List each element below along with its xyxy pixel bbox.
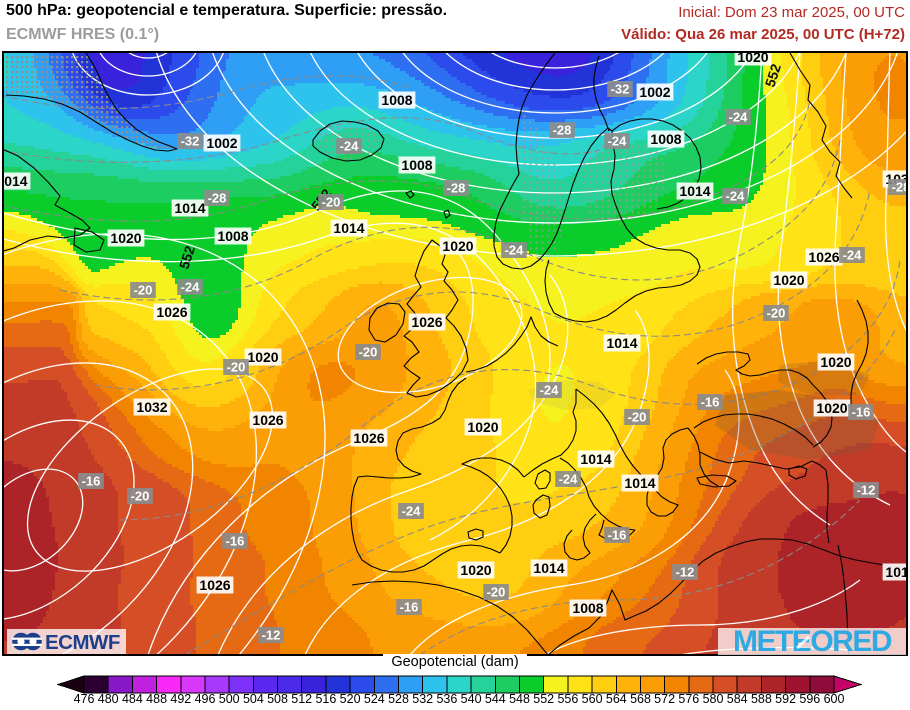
svg-text:1014: 1014 — [533, 560, 564, 576]
svg-text:-16: -16 — [82, 474, 101, 489]
svg-text:1014: 1014 — [606, 335, 637, 351]
svg-text:1020: 1020 — [820, 354, 851, 370]
svg-text:-28: -28 — [208, 191, 227, 206]
svg-text:-16: -16 — [701, 395, 720, 410]
svg-text:1020: 1020 — [110, 230, 141, 246]
svg-text:-24: -24 — [726, 189, 746, 204]
svg-text:1008: 1008 — [381, 92, 412, 108]
svg-text:-32: -32 — [181, 134, 200, 149]
svg-text:1014: 1014 — [679, 183, 710, 199]
svg-text:-28: -28 — [553, 123, 572, 138]
svg-text:1020: 1020 — [467, 419, 498, 435]
svg-text:1014: 1014 — [624, 475, 655, 491]
svg-text:ECMWF: ECMWF — [45, 631, 120, 654]
svg-text:-20: -20 — [487, 585, 506, 600]
svg-text:-12: -12 — [676, 565, 695, 580]
svg-text:1008: 1008 — [572, 600, 603, 616]
svg-text:1026: 1026 — [252, 412, 283, 428]
svg-text:-24: -24 — [340, 139, 360, 154]
svg-text:-28: -28 — [892, 180, 910, 195]
svg-text:1026: 1026 — [353, 430, 384, 446]
svg-text:-20: -20 — [227, 360, 246, 375]
svg-text:-16: -16 — [852, 405, 871, 420]
svg-text:-16: -16 — [226, 534, 245, 549]
svg-text:1008: 1008 — [650, 131, 681, 147]
svg-text:-24: -24 — [505, 243, 525, 258]
svg-text:-28: -28 — [447, 181, 466, 196]
svg-text:-24: -24 — [843, 248, 863, 263]
svg-text:1020: 1020 — [442, 238, 473, 254]
svg-text:-20: -20 — [628, 410, 647, 425]
svg-text:METEORED: METEORED — [733, 625, 892, 658]
svg-text:1020: 1020 — [460, 562, 491, 578]
svg-text:1020: 1020 — [247, 349, 278, 365]
svg-text:-24: -24 — [559, 472, 579, 487]
svg-text:-20: -20 — [359, 345, 378, 360]
svg-text:-20: -20 — [134, 283, 153, 298]
svg-text:-16: -16 — [608, 528, 627, 543]
svg-text:1020: 1020 — [816, 400, 847, 416]
svg-text:1014: 1014 — [580, 451, 611, 467]
svg-text:552: 552 — [176, 244, 199, 271]
svg-text:1014: 1014 — [0, 173, 28, 189]
svg-text:-20: -20 — [131, 489, 150, 504]
svg-text:1008: 1008 — [217, 228, 248, 244]
svg-text:-32: -32 — [611, 82, 630, 97]
svg-text:-24: -24 — [402, 504, 422, 519]
svg-text:-24: -24 — [608, 134, 628, 149]
svg-text:-20: -20 — [767, 306, 786, 321]
svg-text:1020: 1020 — [773, 272, 804, 288]
svg-text:-20: -20 — [322, 195, 341, 210]
svg-text:1002: 1002 — [639, 84, 670, 100]
svg-text:1026: 1026 — [156, 304, 187, 320]
svg-text:1014: 1014 — [333, 220, 364, 236]
svg-text:-24: -24 — [181, 280, 201, 295]
svg-text:1014: 1014 — [174, 200, 205, 216]
svg-text:-24: -24 — [540, 383, 560, 398]
svg-text:-12: -12 — [857, 483, 876, 498]
svg-text:1020: 1020 — [737, 49, 768, 65]
svg-text:-16: -16 — [400, 600, 419, 615]
svg-text:1008: 1008 — [401, 157, 432, 173]
svg-text:-24: -24 — [729, 110, 749, 125]
svg-text:552: 552 — [762, 62, 785, 89]
svg-text:1026: 1026 — [808, 249, 839, 265]
svg-text:1032: 1032 — [136, 399, 167, 415]
svg-text:1026: 1026 — [199, 577, 230, 593]
svg-text:-12: -12 — [262, 628, 281, 643]
svg-text:1026: 1026 — [411, 314, 442, 330]
svg-text:1014: 1014 — [885, 564, 910, 580]
svg-text:1002: 1002 — [206, 135, 237, 151]
